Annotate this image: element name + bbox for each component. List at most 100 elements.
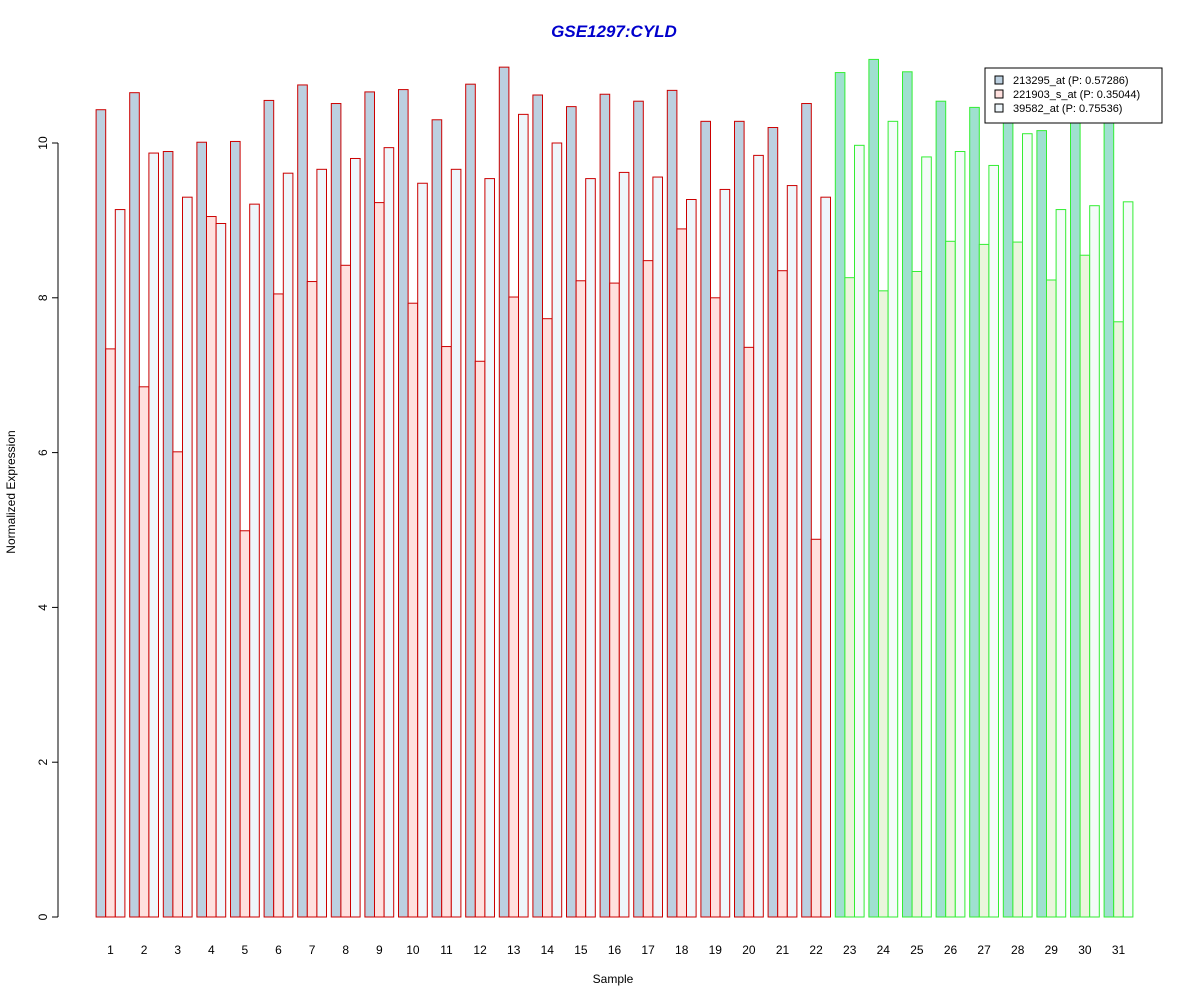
- bar-sample-15-series-1: [566, 106, 577, 918]
- legend: 213295_at (P: 0.57286) 221903_s_at (P: 0.…: [984, 67, 1163, 124]
- bar-sample-30-series-3: [1089, 205, 1100, 918]
- bar-sample-26-series-1: [935, 100, 947, 918]
- bar-sample-23-series-3: [854, 144, 865, 918]
- bar-sample-17-series-1: [633, 100, 644, 918]
- x-tick-label: 9: [376, 943, 383, 957]
- bar-sample-19-series-2: [710, 297, 721, 918]
- bar-sample-20-series-3: [753, 154, 764, 918]
- x-tick-label: 18: [675, 943, 689, 957]
- bar-sample-12-series-1: [465, 83, 476, 918]
- bar-sample-31-series-2: [1113, 321, 1124, 918]
- bar-sample-18-series-3: [686, 199, 697, 918]
- x-tick-label: 10: [406, 943, 420, 957]
- bar-sample-17-series-2: [642, 260, 654, 918]
- bar-sample-3-series-3: [182, 196, 193, 918]
- bar-sample-8-series-1: [330, 103, 342, 918]
- x-tick-label: 23: [843, 943, 857, 957]
- bar-sample-1-series-2: [105, 348, 116, 918]
- bar-sample-21-series-1: [767, 127, 779, 918]
- y-tick-label: 2: [36, 759, 50, 766]
- bar-sample-22-series-3: [820, 196, 832, 918]
- bar-sample-14-series-1: [532, 94, 544, 918]
- x-tick-label: 14: [541, 943, 555, 957]
- bar-sample-19-series-3: [719, 188, 731, 918]
- x-tick-label: 31: [1112, 943, 1126, 957]
- bar-sample-13-series-3: [518, 113, 529, 918]
- x-tick-label: 2: [141, 943, 148, 957]
- y-tick-label: 10: [36, 136, 50, 150]
- x-tick-label: 7: [309, 943, 316, 957]
- bar-sample-5-series-2: [239, 530, 251, 918]
- x-tick-label: 27: [977, 943, 991, 957]
- bar-sample-21-series-2: [777, 270, 788, 918]
- x-tick-label: 21: [776, 943, 790, 957]
- bar-sample-11-series-3: [450, 168, 462, 918]
- y-tick-label: 8: [36, 294, 50, 301]
- bar-sample-25-series-1: [902, 71, 913, 918]
- bar-sample-2-series-3: [148, 152, 159, 918]
- bar-sample-21-series-3: [786, 185, 798, 918]
- bar-sample-17-series-3: [652, 176, 664, 918]
- bar-sample-29-series-2: [1046, 279, 1057, 918]
- bar-sample-28-series-3: [1022, 133, 1033, 918]
- bar-sample-12-series-2: [474, 360, 486, 918]
- bar-sample-18-series-1: [666, 89, 678, 918]
- x-tick-label: 24: [877, 943, 891, 957]
- bar-sample-6-series-1: [263, 99, 275, 918]
- x-tick-label: 20: [742, 943, 756, 957]
- y-axis: 0 2 4 6 8 10: [36, 136, 59, 920]
- bar-sample-27-series-2: [978, 243, 990, 918]
- x-tick-label: 16: [608, 943, 622, 957]
- bar-sample-2-series-2: [138, 386, 150, 918]
- legend-label-1: 213295_at (P: 0.57286): [1013, 75, 1129, 87]
- legend-label-3: 39582_at (P: 0.75536): [1013, 103, 1122, 115]
- bar-sample-7-series-3: [316, 168, 327, 918]
- bar-sample-24-series-2: [878, 290, 889, 918]
- x-tick-label: 29: [1045, 943, 1059, 957]
- bar-sample-20-series-1: [734, 120, 745, 918]
- bar-sample-26-series-2: [945, 240, 956, 918]
- x-axis-title: Sample: [593, 972, 634, 986]
- x-tick-label: 8: [342, 943, 349, 957]
- x-tick-label: 30: [1078, 943, 1092, 957]
- x-tick-label: 4: [208, 943, 215, 957]
- x-tick-label: 17: [641, 943, 655, 957]
- y-tick-label: 6: [36, 449, 50, 456]
- chart-title: GSE1297:CYLD: [551, 22, 677, 41]
- bar-sample-27-series-1: [969, 106, 980, 918]
- bar-sample-15-series-2: [575, 280, 587, 918]
- bar-sample-27-series-3: [988, 164, 1000, 918]
- x-tick-label: 11: [440, 943, 453, 957]
- legend-swatch-1: [994, 75, 1004, 85]
- bar-sample-13-series-2: [508, 296, 519, 918]
- bar-sample-19-series-1: [700, 120, 712, 918]
- x-tick-label: 22: [809, 943, 823, 957]
- bar-sample-15-series-3: [585, 178, 596, 918]
- bar-sample-18-series-2: [676, 228, 688, 918]
- bar-sample-28-series-2: [1012, 241, 1024, 918]
- x-tick-label: 1: [107, 943, 114, 957]
- bar-sample-8-series-3: [350, 157, 361, 918]
- bar-sample-30-series-2: [1079, 254, 1091, 918]
- x-tick-label: 15: [574, 943, 588, 957]
- x-tick-label: 19: [709, 943, 723, 957]
- y-tick-label: 0: [36, 913, 50, 920]
- y-axis-title: Normalized Expression: [4, 430, 18, 553]
- bar-sample-3-series-2: [172, 451, 183, 918]
- bar-sample-1-series-3: [114, 209, 126, 918]
- bar-sample-31-series-3: [1122, 201, 1134, 918]
- bar-sample-16-series-1: [599, 93, 611, 918]
- bar-sample-23-series-2: [844, 277, 856, 918]
- bar-sample-28-series-1: [1002, 111, 1014, 918]
- bar-sample-22-series-1: [801, 103, 812, 918]
- bar-sample-3-series-1: [162, 151, 174, 918]
- bar-sample-5-series-3: [249, 203, 260, 918]
- bar-sample-13-series-1: [498, 66, 510, 918]
- bar-sample-16-series-2: [609, 282, 620, 918]
- bar-sample-24-series-3: [887, 120, 899, 918]
- bar-sample-9-series-1: [364, 91, 375, 918]
- bar-sample-9-series-3: [383, 147, 395, 918]
- bar-sample-14-series-2: [542, 318, 553, 918]
- bar-sample-12-series-3: [484, 178, 495, 918]
- bar-sample-4-series-1: [196, 141, 207, 918]
